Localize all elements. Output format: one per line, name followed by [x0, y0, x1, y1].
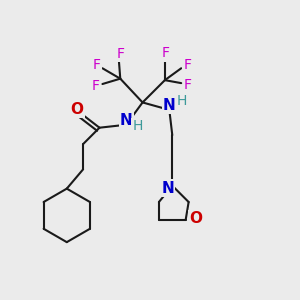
Text: F: F [92, 58, 101, 72]
Text: F: F [184, 78, 192, 92]
Text: F: F [161, 46, 169, 60]
Text: H: H [177, 94, 187, 108]
Text: N: N [163, 98, 176, 113]
Text: F: F [116, 47, 124, 61]
Text: H: H [132, 119, 143, 133]
Text: F: F [92, 79, 100, 92]
Text: N: N [161, 181, 174, 196]
Text: N: N [120, 113, 133, 128]
Text: O: O [190, 211, 202, 226]
Text: O: O [71, 102, 84, 117]
Text: F: F [183, 58, 191, 72]
